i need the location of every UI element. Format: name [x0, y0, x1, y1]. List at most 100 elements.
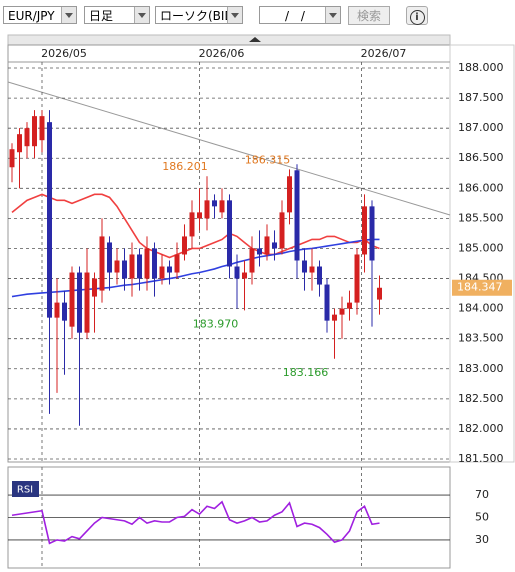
candle-body: [107, 242, 112, 273]
candle-body: [302, 260, 307, 273]
candle-body: [242, 272, 247, 279]
candle-body: [47, 122, 52, 318]
y-tick-label: 185.500: [458, 211, 504, 224]
candle-body: [129, 254, 135, 279]
moving-average: [11, 238, 380, 298]
candle-body: [279, 212, 285, 249]
candle-body: [54, 302, 60, 318]
rsi-frame: [7, 466, 451, 569]
candle-body: [69, 272, 75, 327]
candle-body: [32, 116, 37, 147]
rsi-line: [11, 500, 380, 545]
toolbar: EUR/JPY 日足 ローソク(BID) / / 検索 i: [0, 0, 515, 32]
period-select[interactable]: 日足: [84, 6, 150, 24]
rsi-tick-label: 70: [475, 488, 489, 501]
pair: EUR/JPY: [8, 9, 55, 23]
candle-body: [99, 236, 105, 291]
current-price: 184.347: [457, 281, 503, 294]
search-button[interactable]: 検索: [348, 6, 390, 25]
candle-body: [174, 254, 180, 273]
x-tick-label: 2026/05: [41, 47, 87, 60]
candle-body: [144, 248, 150, 279]
y-tick-label: 187.500: [458, 91, 504, 104]
candle-body: [167, 266, 172, 273]
y-tick-label: 182.000: [458, 422, 504, 435]
candle-body: [122, 260, 127, 279]
date-select[interactable]: / /: [259, 6, 341, 24]
candle-body: [114, 260, 120, 273]
y-tick-label: 184.000: [458, 302, 504, 315]
candle-body: [377, 287, 382, 300]
y-tick-label: 181.500: [458, 452, 504, 465]
candle-body: [39, 116, 45, 141]
candle-body: [62, 302, 67, 321]
y-tick-label: 182.500: [458, 392, 504, 405]
kind: ローソク(BID): [160, 9, 239, 23]
y-tick-label: 186.500: [458, 151, 504, 164]
moving-average: [11, 193, 380, 259]
y-tick-label: 188.000: [458, 61, 504, 74]
candle-body: [189, 212, 195, 237]
candle-body: [204, 200, 210, 219]
trend-line: [7, 81, 451, 216]
scroll-arrow: [249, 37, 261, 42]
low-label: 183.166: [283, 366, 329, 379]
high-label: 186.315: [245, 153, 291, 166]
price-box: [452, 279, 512, 296]
candle-body: [339, 308, 345, 315]
pair-select[interactable]: EUR/JPY: [3, 6, 77, 24]
candle-body: [332, 314, 337, 321]
info-button[interactable]: i: [406, 6, 428, 25]
candle-body: [287, 176, 292, 213]
candle-body: [234, 266, 240, 279]
candle-body: [317, 266, 322, 285]
candle-body: [272, 242, 277, 249]
candle-body: [24, 128, 30, 147]
candle-body: [257, 248, 262, 255]
candle-body: [219, 200, 225, 213]
candle-body: [84, 272, 90, 333]
candle-body: [212, 200, 217, 207]
rsi-tick-label: 30: [475, 533, 489, 546]
scroll-bar: [7, 34, 451, 46]
candle-body: [152, 248, 157, 279]
candle-body: [369, 206, 375, 261]
candle-body: [309, 266, 315, 273]
candle-body: [137, 254, 142, 279]
x-tick-label: 2026/07: [361, 47, 407, 60]
y-tick-label: 183.500: [458, 332, 504, 345]
price-axis: [449, 44, 515, 463]
low-label: 183.970: [193, 317, 239, 330]
date: / /: [285, 9, 305, 23]
rsi-tick-label: 50: [475, 511, 489, 524]
y-tick-label: 186.000: [458, 181, 504, 194]
candle-body: [159, 266, 165, 279]
x-tick-label: 2026/06: [199, 47, 245, 60]
candle-body: [294, 170, 300, 261]
candle-body: [92, 278, 97, 297]
rsi-badge: [12, 481, 39, 497]
candle-body: [249, 248, 255, 273]
main-frame: [7, 44, 451, 463]
candle-body: [347, 302, 352, 309]
candle-body: [9, 149, 15, 168]
candle-body: [264, 236, 270, 255]
candle-body: [362, 206, 367, 255]
period: 日足: [89, 9, 114, 23]
info: i: [409, 10, 425, 25]
high-label: 186.201: [162, 160, 208, 173]
y-tick-label: 185.000: [458, 241, 504, 254]
candle-body: [17, 134, 22, 153]
candle-body: [354, 254, 360, 303]
candle-body: [197, 212, 202, 219]
candle-body: [227, 200, 232, 267]
candle-body: [77, 272, 82, 333]
y-tick-label: 187.000: [458, 121, 504, 134]
kind-select[interactable]: ローソク(BID): [155, 6, 243, 24]
y-tick-label: 183.000: [458, 362, 504, 375]
candle-body: [182, 236, 187, 255]
candle-body: [324, 284, 330, 321]
rsi-title: RSI: [17, 485, 33, 496]
